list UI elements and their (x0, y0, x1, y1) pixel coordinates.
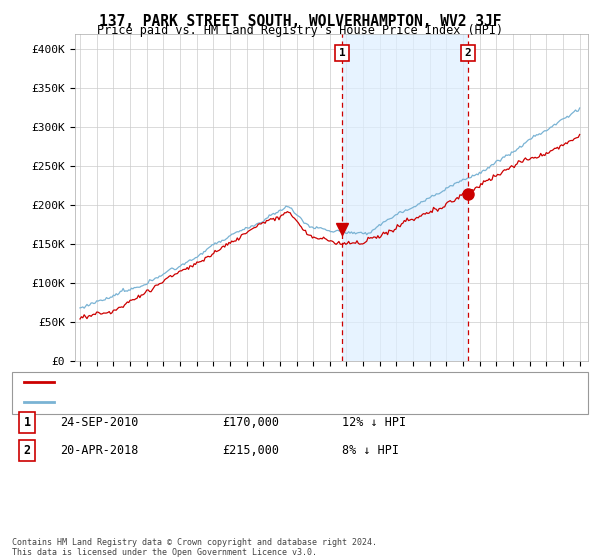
Text: 8% ↓ HPI: 8% ↓ HPI (342, 444, 399, 458)
Text: 1: 1 (23, 416, 31, 430)
Text: 137, PARK STREET SOUTH, WOLVERHAMPTON, WV2 3JF: 137, PARK STREET SOUTH, WOLVERHAMPTON, W… (99, 14, 501, 29)
Text: 12% ↓ HPI: 12% ↓ HPI (342, 416, 406, 430)
Text: HPI: Average price, detached house, Wolverhampton: HPI: Average price, detached house, Wolv… (60, 396, 366, 407)
Text: Contains HM Land Registry data © Crown copyright and database right 2024.
This d: Contains HM Land Registry data © Crown c… (12, 538, 377, 557)
Text: 2: 2 (23, 444, 31, 458)
Text: 24-SEP-2010: 24-SEP-2010 (60, 416, 139, 430)
Text: £170,000: £170,000 (222, 416, 279, 430)
Text: £215,000: £215,000 (222, 444, 279, 458)
Text: Price paid vs. HM Land Registry's House Price Index (HPI): Price paid vs. HM Land Registry's House … (97, 24, 503, 36)
Text: 20-APR-2018: 20-APR-2018 (60, 444, 139, 458)
Text: 2: 2 (465, 48, 472, 58)
Bar (342, 34, 468, 361)
Text: 1: 1 (338, 48, 346, 58)
Text: 137, PARK STREET SOUTH, WOLVERHAMPTON, WV2 3JF (detached house): 137, PARK STREET SOUTH, WOLVERHAMPTON, W… (60, 377, 454, 388)
